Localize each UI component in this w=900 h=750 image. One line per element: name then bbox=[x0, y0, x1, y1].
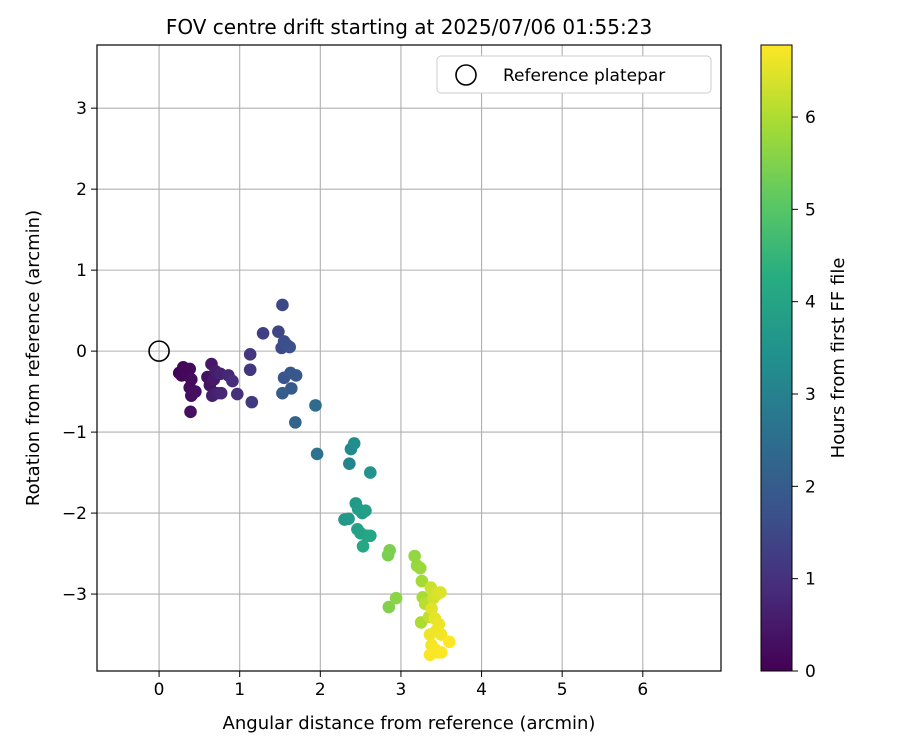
scatter-point bbox=[347, 437, 361, 450]
reference-platepar-marker bbox=[148, 340, 170, 362]
scatter-point bbox=[245, 395, 259, 409]
scatter-point bbox=[434, 628, 448, 641]
legend-label: Reference platepar bbox=[503, 66, 665, 86]
x-tick-label: 1 bbox=[234, 680, 245, 700]
scatter-point bbox=[413, 561, 427, 575]
scatter-point bbox=[272, 325, 285, 338]
scatter-point bbox=[383, 544, 396, 557]
scatter-point bbox=[415, 574, 429, 588]
colorbar-label: Hours from first FF file bbox=[828, 258, 849, 459]
x-tick-label: 0 bbox=[154, 680, 165, 700]
scatter-point bbox=[283, 340, 296, 354]
scatter-point bbox=[310, 447, 324, 461]
x-tick-label: 3 bbox=[396, 680, 407, 700]
scatter-point bbox=[364, 529, 377, 543]
x-tick-label: 6 bbox=[637, 680, 648, 700]
y-tick-label: 3 bbox=[76, 99, 87, 119]
scatter-point bbox=[189, 385, 202, 398]
scatter-point bbox=[183, 362, 197, 376]
colorbar-tick-label: 0 bbox=[805, 662, 816, 682]
y-tick-label: 0 bbox=[76, 342, 87, 362]
legend: Reference platepar bbox=[436, 55, 712, 94]
scatter-point bbox=[343, 457, 356, 470]
scatter-point bbox=[276, 298, 289, 312]
x-tick-label: 5 bbox=[557, 680, 568, 700]
scatter-point bbox=[342, 512, 355, 526]
reference-marker-layer bbox=[148, 340, 170, 362]
scatter-point bbox=[359, 504, 372, 517]
y-tick-label: −2 bbox=[62, 504, 87, 524]
colorbar-tick-label: 6 bbox=[805, 108, 816, 128]
scatter-point bbox=[289, 369, 303, 382]
scatter-point bbox=[289, 416, 302, 429]
scatter-point bbox=[434, 586, 447, 599]
scatter-point bbox=[309, 399, 322, 412]
y-tick-label: −1 bbox=[62, 423, 87, 443]
y-tick-label: 1 bbox=[76, 261, 87, 281]
scatter-point bbox=[243, 348, 257, 361]
y-tick-label: 2 bbox=[76, 180, 87, 200]
plot-frame bbox=[96, 44, 722, 672]
x-axis-label: Angular distance from reference (arcmin) bbox=[223, 713, 596, 734]
legend-box bbox=[436, 55, 712, 94]
scatter-point bbox=[226, 374, 239, 388]
x-axis-ticks: 0 1 2 3 4 5 6 bbox=[154, 671, 648, 700]
colorbar-tick-label: 2 bbox=[805, 477, 816, 497]
scatter-points bbox=[172, 298, 456, 662]
scatter-point bbox=[214, 386, 228, 400]
colorbar-ticks: 0 1 2 3 4 5 6 bbox=[792, 108, 816, 682]
scatter-point bbox=[423, 648, 437, 662]
x-tick-label: 2 bbox=[315, 680, 326, 700]
colorbar-tick-label: 5 bbox=[805, 200, 816, 220]
scatter-point bbox=[382, 600, 396, 614]
scatter-point bbox=[443, 635, 456, 649]
scatter-point bbox=[256, 327, 270, 340]
scatter-point bbox=[434, 646, 448, 659]
x-tick-label: 4 bbox=[476, 680, 487, 700]
scatter-point bbox=[243, 363, 257, 377]
scatter-point bbox=[356, 539, 370, 553]
scatter-point bbox=[425, 602, 438, 615]
grid bbox=[97, 45, 721, 671]
y-axis-label: Rotation from reference (arcmin) bbox=[23, 210, 44, 506]
scatter-point bbox=[230, 387, 244, 401]
colorbar-tick-label: 1 bbox=[805, 570, 816, 590]
colorbar-tick-label: 4 bbox=[805, 293, 816, 313]
scatter-point bbox=[184, 405, 197, 419]
y-tick-label: −3 bbox=[62, 585, 87, 605]
scatter-point bbox=[389, 591, 403, 605]
colorbar bbox=[760, 44, 793, 672]
legend-marker-icon bbox=[455, 64, 477, 86]
plot-background bbox=[97, 45, 721, 671]
colorbar-tick-label: 3 bbox=[805, 385, 816, 405]
scatter-point bbox=[364, 466, 377, 479]
chart-title: FOV centre drift starting at 2025/07/06 … bbox=[166, 15, 652, 39]
scatter-point bbox=[276, 386, 289, 400]
scatter-point bbox=[408, 549, 421, 563]
y-axis-ticks: −3 −2 −1 0 1 2 3 bbox=[62, 99, 97, 605]
